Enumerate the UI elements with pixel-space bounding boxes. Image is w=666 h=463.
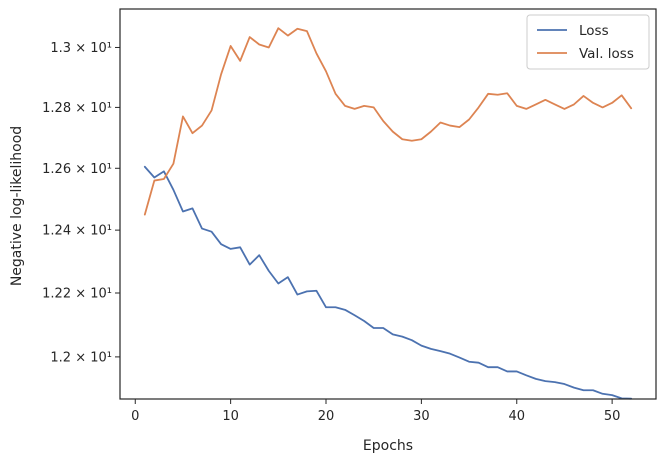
y-tick-label: 1.26 × 10¹	[42, 162, 112, 177]
legend-label-val-loss: Val. loss	[579, 46, 634, 62]
y-axis-title: Negative log-likelihood	[9, 126, 25, 286]
y-tick-label: 1.24 × 10¹	[42, 224, 112, 239]
x-tick-label: 0	[131, 409, 139, 424]
legend: Loss Val. loss	[526, 14, 650, 70]
series-lines	[143, 27, 633, 400]
y-tick-label: 1.22 × 10¹	[42, 286, 112, 301]
y-tick-label: 1.2 × 10¹	[50, 350, 112, 365]
series-line-val-loss	[143, 27, 633, 216]
y-tick-label: 1.28 × 10¹	[42, 101, 112, 116]
legend-label-loss: Loss	[579, 23, 609, 39]
x-tick-label: 50	[604, 409, 621, 424]
legend-box	[526, 14, 650, 70]
plot-frame	[119, 8, 657, 400]
x-tick-label: 10	[222, 409, 239, 424]
x-axis-title: Epochs	[363, 438, 413, 454]
y-tick-label: 1.3 × 10¹	[50, 41, 112, 56]
x-tick-label: 20	[318, 409, 335, 424]
series-line-loss	[143, 165, 633, 400]
x-tick-label: 30	[413, 409, 430, 424]
x-tick-label: 40	[508, 409, 525, 424]
plot-background	[120, 9, 656, 399]
ticks: 0 10 20 30 40 50 1.2 × 10¹ 1.22 × 10¹ 1.24 × 10¹…	[42, 41, 620, 424]
